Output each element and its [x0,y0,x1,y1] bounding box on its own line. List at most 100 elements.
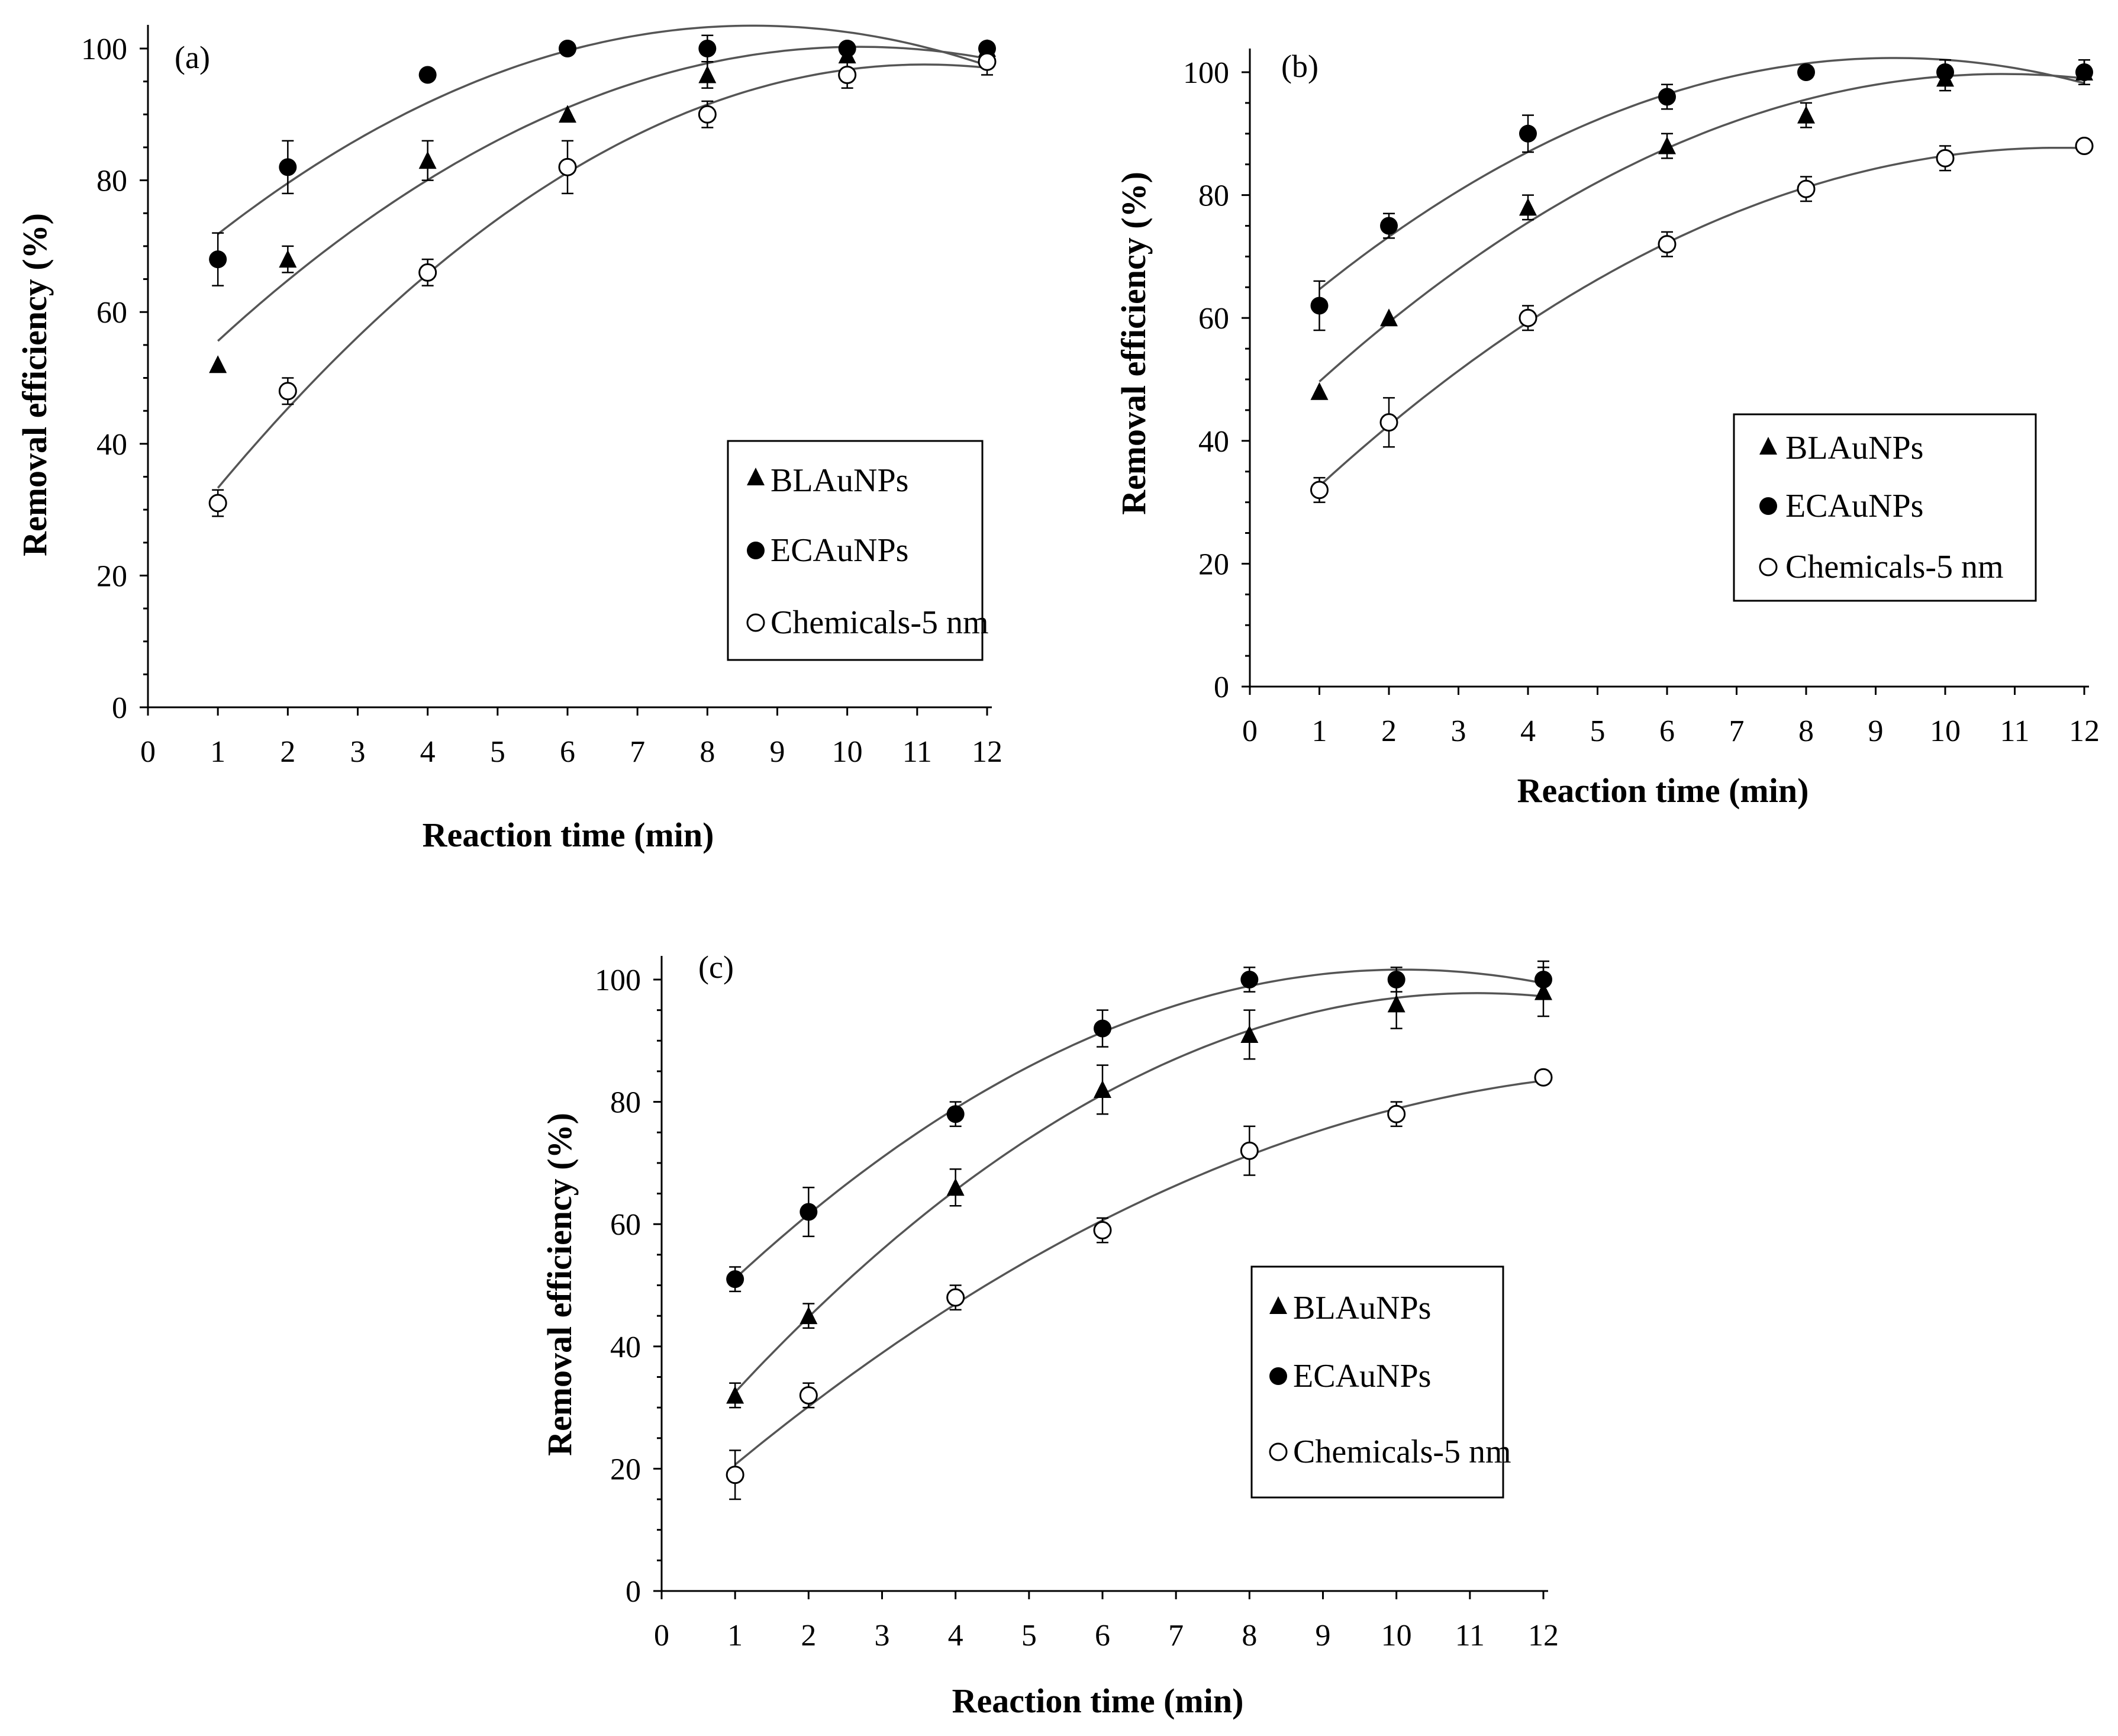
x-tick-label: 2 [801,1619,816,1653]
x-tick-label: 11 [902,735,932,769]
data-point-open-circle [838,66,857,85]
y-tick-label: 0 [626,1575,641,1609]
panel-c-legend: BLAuNPs ECAuNPs Chemicals-5 nm [1250,1265,1511,1499]
panel-c-legend-chemicals: Chemicals-5 nm [1293,1434,1511,1470]
x-tick-label: 1 [727,1619,743,1653]
x-tick-label: 5 [1021,1619,1037,1653]
y-tick-label: 40 [96,428,127,462]
y-tick-label: 100 [1183,56,1229,90]
x-tick-label: 6 [1659,714,1675,748]
x-tick-label: 3 [875,1619,890,1653]
panel-a-legend-ecaunps: ECAuNPs [771,532,908,569]
data-point-filled-circle [1310,297,1329,315]
y-tick-label: 80 [96,165,127,198]
panel-a-x-axis-title: Reaction time (min) [423,816,714,854]
y-tick-label: 20 [610,1452,641,1486]
data-point-filled-circle [1797,63,1815,81]
panel-b-legend-marker-triangle [1759,437,1777,455]
data-point-open-circle [799,1386,818,1405]
x-tick-label: 4 [420,735,436,769]
x-tick-label: 0 [654,1619,669,1653]
data-point-open-circle [1093,1221,1112,1240]
panel-b-points [1310,59,2094,503]
x-tick-label: 10 [1930,714,1961,748]
x-tick-label: 4 [948,1619,963,1653]
data-point-filled-circle [1094,1019,1111,1038]
x-tick-label: 0 [1242,714,1258,748]
panel-b-legend-marker-filled-circle [1759,497,1777,515]
x-tick-label: 3 [350,735,366,769]
x-tick-label: 1 [1312,714,1327,748]
y-tick-label: 60 [96,296,127,330]
data-point-filled-circle [1240,971,1259,988]
y-tick-label: 40 [610,1331,641,1364]
panel-a-legend-chemicals: Chemicals-5 nm [771,604,989,641]
panel-c-x-axis-title: Reaction time (min) [952,1682,1244,1720]
data-point-open-circle [558,157,577,176]
data-point-triangle [559,105,576,123]
y-tick-label: 60 [610,1208,641,1242]
y-tick-label: 0 [112,691,127,725]
x-tick-label: 9 [770,735,785,769]
panel-a-curves [217,24,988,489]
data-point-open-circle [1797,179,1816,198]
x-tick-label: 12 [972,735,1002,769]
data-point-triangle [946,1178,965,1196]
data-point-filled-circle [1380,217,1398,235]
y-tick-label: 80 [610,1086,641,1120]
data-point-open-circle [1658,235,1677,254]
panel-b-legend-ecaunps: ECAuNPs [1785,488,1923,524]
data-point-triangle [1094,1080,1111,1098]
panel-b-x-axis-title: Reaction time (min) [1517,771,1809,810]
data-point-triangle [1310,382,1329,400]
panel-a-legend-marker-filled-circle [747,542,765,559]
panel-b-legend-blaunps: BLAuNPs [1785,430,1923,466]
x-tick-label: 10 [832,735,863,769]
trend-curve-filled-circle [217,24,988,235]
x-tick-label: 6 [1095,1619,1110,1653]
data-point-open-circle [1534,1068,1553,1087]
data-point-triangle [800,1306,818,1325]
data-point-open-circle [946,1288,965,1307]
panel-a-legend-marker-triangle [747,468,765,485]
panel-b-legend: BLAuNPs ECAuNPs Chemicals-5 nm [1733,413,2037,602]
x-tick-label: 12 [2069,714,2100,748]
data-point-triangle [1658,136,1676,154]
panel-a-legend: BLAuNPs ECAuNPs Chemicals-5 nm [727,440,989,661]
panel-b-legend-chemicals: Chemicals-5 nm [1785,549,2004,585]
data-point-filled-circle [418,66,437,84]
data-point-filled-circle [1658,88,1676,106]
x-tick-label: 7 [1168,1619,1184,1653]
x-tick-label: 7 [1729,714,1745,748]
data-point-triangle [1240,1025,1259,1043]
data-point-triangle [698,65,717,83]
x-tick-label: 2 [1381,714,1397,748]
data-point-open-circle [1310,481,1329,500]
x-tick-label: 2 [280,735,295,769]
panel-c-legend-ecaunps: ECAuNPs [1293,1358,1431,1394]
panel-c-y-axis-title: Removal efficiency (%) [540,1113,579,1456]
data-point-filled-circle [279,158,297,176]
x-tick-label: 8 [1798,714,1814,748]
trend-curve-open-circle [734,1080,1544,1466]
data-point-open-circle [418,263,437,282]
data-point-filled-circle [1387,971,1405,988]
data-point-filled-circle [209,250,227,269]
trend-curve-triangle [734,992,1544,1393]
panel-a-legend-blaunps: BLAuNPs [771,462,908,499]
data-point-open-circle [1379,413,1398,432]
panel-b-legend-box [1733,413,2037,602]
data-point-filled-circle [726,1270,744,1289]
trend-curve-open-circle [1318,146,2085,487]
data-point-triangle [209,355,227,373]
x-tick-label: 10 [1381,1619,1412,1653]
data-point-open-circle [2075,137,2094,156]
trend-curve-triangle [1318,73,2085,383]
y-tick-label: 100 [81,33,127,66]
